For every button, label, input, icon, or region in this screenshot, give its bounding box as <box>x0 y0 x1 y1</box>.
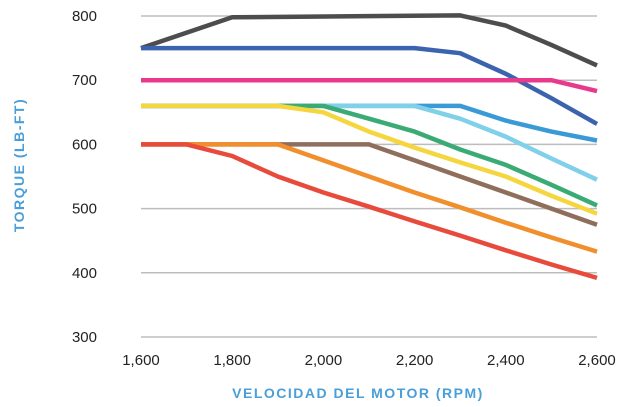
y-tick-label: 600 <box>72 136 97 153</box>
y-tick-label: 400 <box>72 265 97 282</box>
y-tick-label: 800 <box>72 8 97 25</box>
y-axis-tick-labels: 300 400 500 600 700 800 <box>72 8 97 346</box>
series-line-8 <box>141 142 598 227</box>
x-axis-title: VELOCIDAD DEL MOTOR (RPM) <box>232 385 484 401</box>
series-line-7 <box>141 103 598 216</box>
x-tick-label: 2,200 <box>396 352 434 369</box>
series-line-5 <box>141 103 598 182</box>
y-tick-label: 500 <box>72 201 97 218</box>
x-tick-label: 1,800 <box>213 352 251 369</box>
y-axis-title: TORQUE (LB-FT) <box>11 98 27 232</box>
series-line-1 <box>140 13 598 68</box>
series-lines <box>140 13 599 281</box>
series-line-10 <box>141 142 598 281</box>
x-tick-label: 2,400 <box>487 352 525 369</box>
x-axis-tick-labels: 1,600 1,800 2,000 2,200 2,400 2,600 <box>122 352 616 369</box>
y-tick-label: 700 <box>72 72 97 89</box>
x-tick-label: 1,600 <box>122 352 160 369</box>
series-line-9 <box>141 142 598 254</box>
x-tick-label: 2,000 <box>305 352 343 369</box>
series-line-2 <box>141 45 599 126</box>
series-line-4 <box>141 103 598 143</box>
series-line-3 <box>141 77 598 94</box>
y-tick-label: 300 <box>72 329 97 346</box>
x-tick-label: 2,600 <box>578 352 616 369</box>
series-line-6 <box>141 103 598 208</box>
